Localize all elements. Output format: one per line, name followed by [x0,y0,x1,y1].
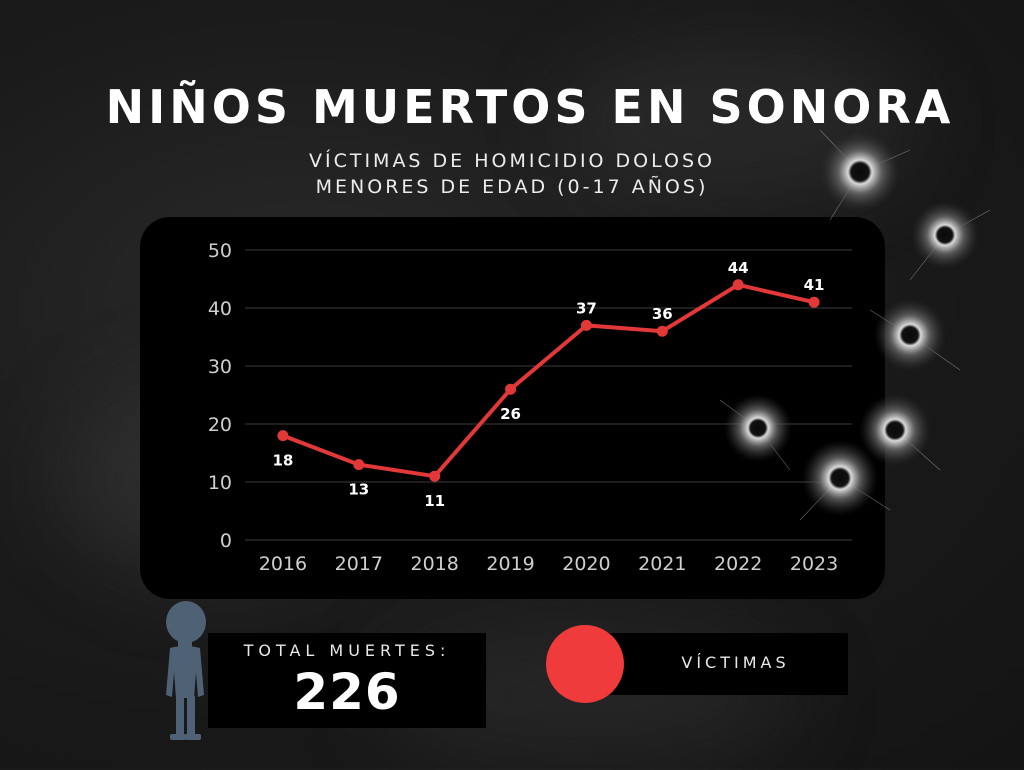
data-point [429,470,441,482]
y-tick-label: 20 [208,414,232,436]
bullet-holes-decoration [719,129,991,521]
x-tick-label: 2017 [335,553,383,575]
data-point [580,319,592,331]
data-point [505,383,517,395]
page-title: NIÑOS MUERTOS EN SONORA [105,80,955,134]
legend: VÍCTIMAS [583,633,848,695]
subtitle-line-2: MENORES DE EDAD (0-17 AÑOS) [315,176,709,198]
data-label: 37 [576,299,597,317]
x-tick-label: 2019 [486,553,534,575]
bullet-hole-icon [820,132,900,212]
data-label: 44 [728,259,749,277]
y-tick-label: 50 [208,240,232,262]
y-tick-label: 40 [208,298,232,320]
bullet-hole-icon [911,201,979,269]
x-tick-label: 2016 [259,553,307,575]
x-tick-label: 2018 [411,553,459,575]
y-tick-label: 0 [220,530,232,552]
bullet-hole-icon [859,394,931,466]
total-deaths-box: TOTAL MUERTES: 226 [208,633,486,728]
data-label: 13 [348,481,369,499]
series-line [280,282,817,479]
data-label: 26 [500,405,521,423]
data-point [732,279,744,291]
total-deaths-value: 226 [293,663,401,721]
data-label: 36 [652,305,673,323]
data-point [808,296,820,308]
child-silhouette-icon [166,601,206,740]
y-tick-label: 10 [208,472,232,494]
x-tick-label: 2023 [790,553,838,575]
legend-label: VÍCTIMAS [681,653,790,672]
legend-swatch [546,625,624,703]
data-point [656,325,668,337]
data-label: 18 [273,452,294,470]
x-tick-label: 2021 [638,553,686,575]
subtitle-line-1: VÍCTIMAS DE HOMICIDIO DOLOSO [308,150,716,172]
data-point [277,430,289,442]
bullet-hole-icon [802,440,878,516]
bullet-hole-icon [874,299,946,371]
x-tick-label: 2020 [562,553,610,575]
data-point [353,459,365,471]
x-tick-label: 2022 [714,553,762,575]
data-label: 41 [804,276,825,294]
total-deaths-label: TOTAL MUERTES: [243,641,451,660]
bullet-hole-icon [724,394,792,462]
y-tick-label: 30 [208,356,232,378]
data-label: 11 [424,492,445,510]
